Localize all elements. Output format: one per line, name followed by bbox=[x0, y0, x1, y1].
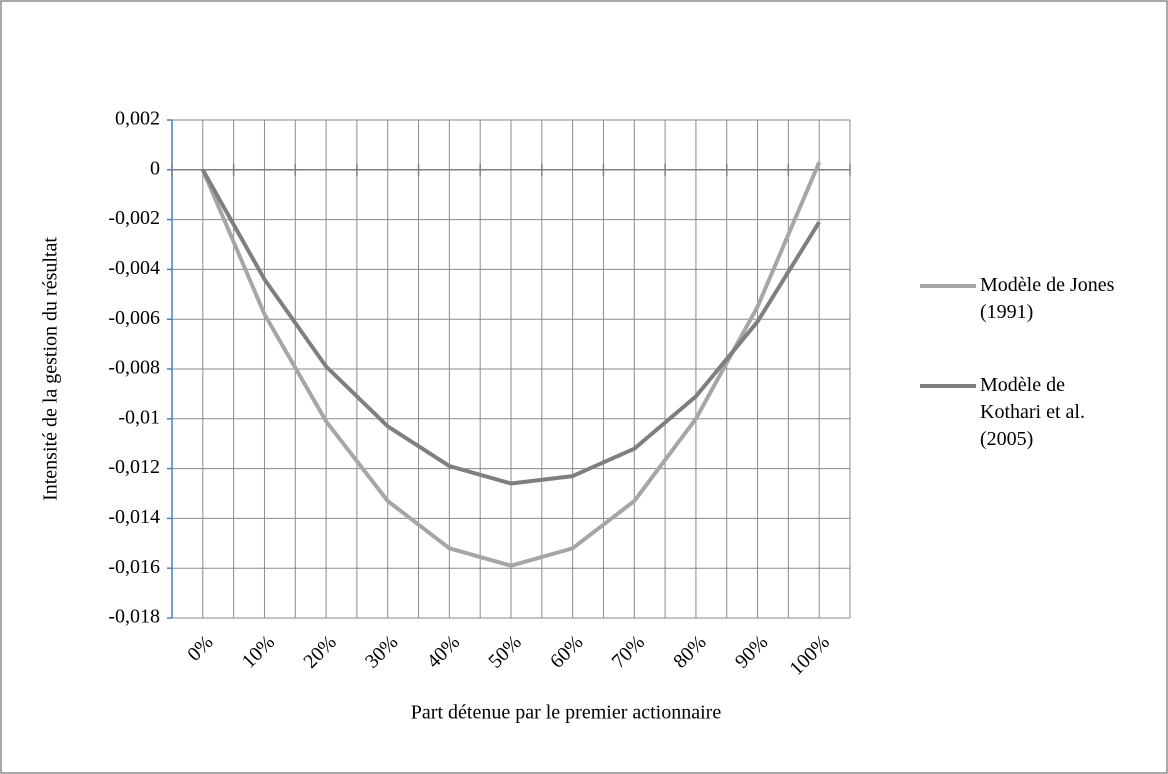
y-tick-label: -0,018 bbox=[108, 606, 160, 628]
series-line bbox=[200, 161, 822, 568]
y-axis-label: Intensité de la gestion du résultat bbox=[40, 237, 62, 501]
y-tick-label: 0,002 bbox=[115, 108, 160, 130]
y-tick-label: -0,008 bbox=[108, 357, 160, 379]
legend-label: Modèle de Kothari et al. (2005) bbox=[980, 374, 1085, 450]
y-tick-label: -0,012 bbox=[108, 456, 160, 478]
y-tick-label: -0,002 bbox=[108, 207, 160, 229]
series-line bbox=[201, 168, 821, 486]
y-tick-label: -0,01 bbox=[118, 406, 160, 428]
y-tick-label: -0,006 bbox=[108, 307, 160, 329]
y-tick-label: -0,016 bbox=[108, 556, 160, 578]
x-axis-label: Part détenue par le premier actionnaire bbox=[411, 702, 722, 724]
legend-label: Modèle de Jones (1991) bbox=[980, 274, 1115, 323]
y-tick-label: -0,014 bbox=[108, 506, 160, 528]
y-tick-label: -0,004 bbox=[108, 257, 160, 279]
y-tick-label: 0 bbox=[150, 157, 160, 179]
